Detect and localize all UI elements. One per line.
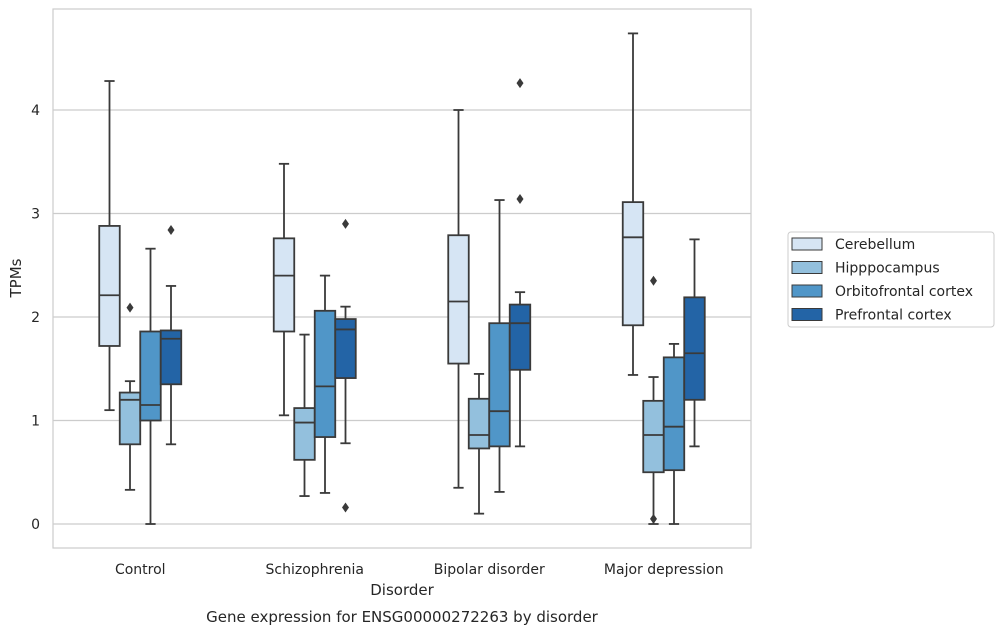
box-3-0 bbox=[621, 32, 645, 376]
box-body bbox=[313, 309, 337, 438]
legend-swatch-2 bbox=[791, 284, 823, 298]
box-0-1 bbox=[118, 302, 142, 491]
legend-swatch-0 bbox=[791, 237, 823, 251]
box-body bbox=[508, 303, 532, 371]
box-1-3 bbox=[334, 218, 357, 513]
box-body bbox=[98, 225, 121, 347]
y-tick-label-1: 1 bbox=[31, 414, 40, 430]
box-2-1 bbox=[467, 373, 491, 515]
y-tick-label-4: 4 bbox=[31, 103, 40, 119]
outlier-point-1 bbox=[650, 275, 657, 286]
outlier-point-0 bbox=[342, 218, 349, 229]
box-1-2 bbox=[313, 274, 337, 494]
outlier-point-0 bbox=[126, 302, 134, 313]
box-1-1 bbox=[293, 333, 316, 497]
box-2-3 bbox=[508, 78, 532, 448]
x-tick-label-2: Bipolar disorder bbox=[434, 562, 545, 578]
legend-swatch-1 bbox=[791, 261, 823, 274]
box-2-2 bbox=[488, 199, 511, 493]
box-body bbox=[488, 322, 511, 448]
box-body bbox=[662, 356, 686, 472]
box-body bbox=[621, 201, 645, 327]
y-tick-label-3: 3 bbox=[31, 207, 40, 223]
y-axis-label: TPMs bbox=[7, 258, 25, 298]
outlier-point-0 bbox=[167, 225, 175, 236]
legend-label-2: Orbitofrontal cortex bbox=[835, 284, 973, 300]
legend-label-3: Prefrontal cortex bbox=[835, 308, 952, 324]
figure-caption: Gene expression for ENSG00000272263 by d… bbox=[206, 608, 599, 626]
box-plot-marks bbox=[98, 32, 706, 525]
box-3-2 bbox=[662, 343, 686, 525]
outlier-point-0 bbox=[516, 78, 524, 89]
outlier-point-0 bbox=[650, 513, 657, 524]
box-body bbox=[683, 296, 706, 401]
box-1-0 bbox=[272, 162, 296, 417]
outlier-point-1 bbox=[516, 194, 524, 205]
legend: Cerebellum Hipppocampus Orbitofrontal cort… bbox=[787, 231, 995, 328]
box-0-3 bbox=[159, 225, 183, 446]
outlier-point-1 bbox=[342, 502, 349, 513]
box-body bbox=[293, 407, 316, 461]
box-body bbox=[334, 318, 357, 379]
legend-label-1: Hipppocampus bbox=[835, 261, 940, 277]
legend-label-0: Cerebellum bbox=[835, 237, 915, 253]
y-tick-label-0: 0 bbox=[31, 517, 40, 533]
box-body bbox=[447, 234, 470, 365]
box-2-0 bbox=[447, 109, 470, 489]
y-tick-labels: 0 1 2 3 4 bbox=[31, 103, 40, 533]
x-tick-label-0: Control bbox=[115, 562, 166, 578]
box-3-3 bbox=[683, 238, 706, 448]
box-body bbox=[272, 237, 296, 333]
x-axis-label: Disorder bbox=[370, 581, 434, 599]
legend-swatch-3 bbox=[791, 308, 823, 321]
box-body bbox=[139, 330, 162, 422]
box-0-0 bbox=[98, 80, 121, 412]
y-tick-label-2: 2 bbox=[31, 310, 40, 326]
box-0-2 bbox=[139, 247, 162, 525]
box-body bbox=[467, 397, 491, 450]
box-body bbox=[159, 329, 183, 386]
x-tick-label-1: Schizophrenia bbox=[266, 562, 364, 578]
box-body bbox=[642, 399, 665, 474]
box-3-1 bbox=[642, 275, 665, 525]
x-tick-labels: Control Schizophrenia Bipolar disorder Majo… bbox=[115, 562, 724, 578]
plot-area-frame bbox=[52, 8, 752, 549]
x-tick-label-3: Major depression bbox=[604, 562, 724, 578]
legend-frame bbox=[787, 231, 995, 328]
